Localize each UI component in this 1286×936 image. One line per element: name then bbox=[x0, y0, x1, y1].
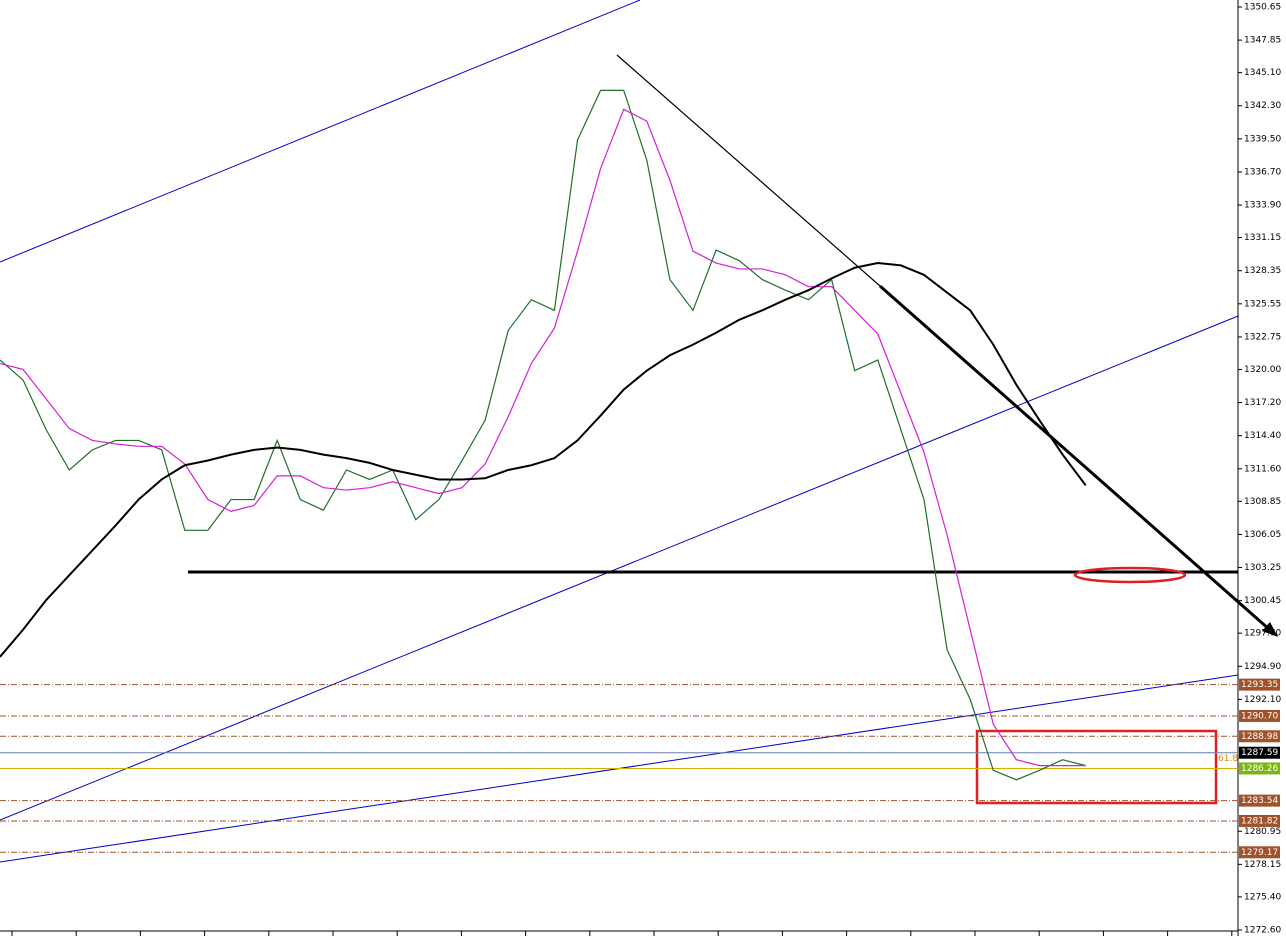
annotation: 61.8 bbox=[1218, 754, 1238, 764]
y-tick-label: 1300.45 bbox=[1244, 596, 1281, 606]
level-label-bg bbox=[1239, 678, 1280, 691]
y-tick-label: 1336.70 bbox=[1244, 167, 1281, 177]
series-line bbox=[0, 108, 1086, 767]
y-tick-label: 1306.05 bbox=[1244, 530, 1281, 540]
y-tick-label: 1350.65 bbox=[1244, 3, 1281, 13]
level-label-bg bbox=[1239, 846, 1280, 859]
y-tick-label: 1294.90 bbox=[1244, 662, 1281, 672]
y-tick-label: 1292.10 bbox=[1244, 695, 1281, 705]
y-tick-label: 1333.90 bbox=[1244, 201, 1281, 211]
y-tick-label: 1275.40 bbox=[1244, 892, 1281, 902]
level-label: 1288.98 bbox=[1241, 732, 1278, 742]
level-label-bg bbox=[1239, 709, 1280, 722]
channel-line bbox=[0, 0, 641, 263]
y-tick-label: 1317.20 bbox=[1244, 398, 1281, 408]
y-tick-label: 1308.85 bbox=[1244, 497, 1281, 507]
level-label-bg bbox=[1239, 794, 1280, 807]
y-tick-label: 1280.95 bbox=[1244, 827, 1281, 837]
series-line bbox=[0, 89, 1086, 781]
y-tick-label: 1342.30 bbox=[1244, 101, 1281, 111]
level-label: 1286.26 bbox=[1241, 764, 1278, 774]
level-label: 1293.35 bbox=[1241, 680, 1278, 690]
y-tick-label: 1322.75 bbox=[1244, 332, 1281, 342]
level-label: 1283.54 bbox=[1241, 796, 1278, 806]
y-tick-label: 1345.10 bbox=[1244, 68, 1281, 78]
y-tick-label: 1303.25 bbox=[1244, 563, 1281, 573]
level-label: 1279.17 bbox=[1241, 848, 1278, 858]
y-tick-label: 1331.15 bbox=[1244, 233, 1281, 243]
y-tick-label: 1328.35 bbox=[1244, 266, 1281, 276]
y-tick-label: 1297.70 bbox=[1244, 629, 1281, 639]
level-label: 1290.70 bbox=[1241, 711, 1278, 721]
y-tick-label: 1272.60 bbox=[1244, 926, 1281, 936]
y-tick-label: 1347.85 bbox=[1244, 36, 1281, 46]
y-tick-label: 1320.00 bbox=[1244, 365, 1281, 375]
level-label-bg bbox=[1239, 746, 1280, 759]
trend-line bbox=[616, 54, 881, 287]
y-tick-label: 1339.50 bbox=[1244, 134, 1281, 144]
y-tick-label: 1311.60 bbox=[1244, 464, 1281, 474]
arrow-head bbox=[1262, 622, 1278, 637]
y-tick-label: 1325.55 bbox=[1244, 299, 1281, 309]
y-tick-label: 1278.15 bbox=[1244, 860, 1281, 870]
level-label-bg bbox=[1239, 814, 1280, 827]
range-box bbox=[975, 729, 1218, 805]
level-label: 1281.82 bbox=[1241, 816, 1278, 826]
highlight-ellipse bbox=[1073, 566, 1187, 584]
y-tick-label: 1314.40 bbox=[1244, 431, 1281, 441]
series-line bbox=[0, 262, 1087, 658]
level-label-bg bbox=[1239, 762, 1280, 775]
level-label: 1287.59 bbox=[1241, 748, 1278, 758]
level-label-bg bbox=[1239, 730, 1280, 743]
